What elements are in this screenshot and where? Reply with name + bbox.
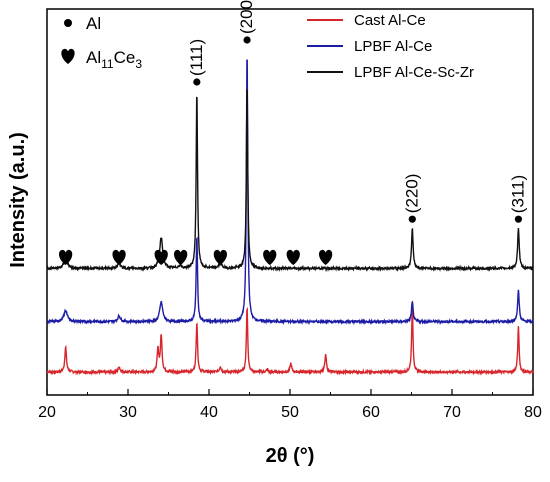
x-tick-label-0: 20 [38, 404, 56, 421]
dot-icon [408, 215, 416, 223]
heart-icon [154, 249, 168, 265]
peak-label-1: (200) [237, 0, 256, 34]
heart-icon [112, 249, 126, 265]
x-tick-label-6: 80 [524, 404, 542, 421]
phase-label-al11ce3-part2: Ce [114, 48, 136, 67]
peak-label-0: (111) [187, 39, 206, 76]
series-layer [46, 59, 534, 376]
series-line-1 [46, 59, 534, 326]
legend-label-lpbf: LPBF Al-Ce [354, 38, 432, 55]
phase-label-al11ce3-sub2: 3 [135, 57, 142, 71]
x-axis-title: 2θ (°) [266, 445, 315, 467]
x-tick-label-3: 50 [281, 404, 299, 421]
heart-icon [59, 249, 73, 265]
heart-icon [213, 249, 227, 265]
heart-icon [174, 249, 188, 265]
x-tick-label-5: 70 [443, 404, 461, 421]
phase-legend: Al Al11Ce3 [61, 14, 142, 71]
legend-label-lpbf-sczr: LPBF Al-Ce-Sc-Zr [354, 64, 474, 81]
heart-icon [61, 48, 75, 64]
phase-label-al11ce3: Al11Ce3 [86, 48, 142, 71]
dot-icon [193, 78, 201, 86]
heart-icon [263, 249, 277, 265]
heart-icon [319, 249, 333, 265]
x-tick-label-4: 60 [362, 404, 380, 421]
tick-layer: 20 30 40 50 60 70 80 [38, 389, 542, 421]
series-line-0 [46, 306, 534, 376]
x-tick-label-2: 40 [200, 404, 218, 421]
phase-label-al11ce3-sub1: 11 [101, 57, 114, 71]
peak-label-3: (311) [508, 175, 527, 213]
dot-icon [243, 36, 251, 44]
dot-icon [64, 19, 72, 27]
heart-icon [286, 249, 300, 265]
x-tick-label-1: 30 [119, 404, 137, 421]
dot-icon [514, 215, 523, 223]
label-layer: (111) (200) (220) (311) [187, 0, 527, 223]
phase-label-al11ce3-part1: Al [86, 48, 101, 67]
phase-label-al: Al [86, 14, 101, 33]
series-line-2 [46, 89, 534, 273]
legend-label-cast: Cast Al-Ce [354, 12, 426, 29]
series-legend: Cast Al-Ce LPBF Al-Ce LPBF Al-Ce-Sc-Zr [307, 12, 474, 81]
peak-label-2: (220) [402, 174, 421, 214]
y-axis-title: Intensity (a.u.) [7, 132, 29, 268]
marker-layer [59, 249, 333, 265]
